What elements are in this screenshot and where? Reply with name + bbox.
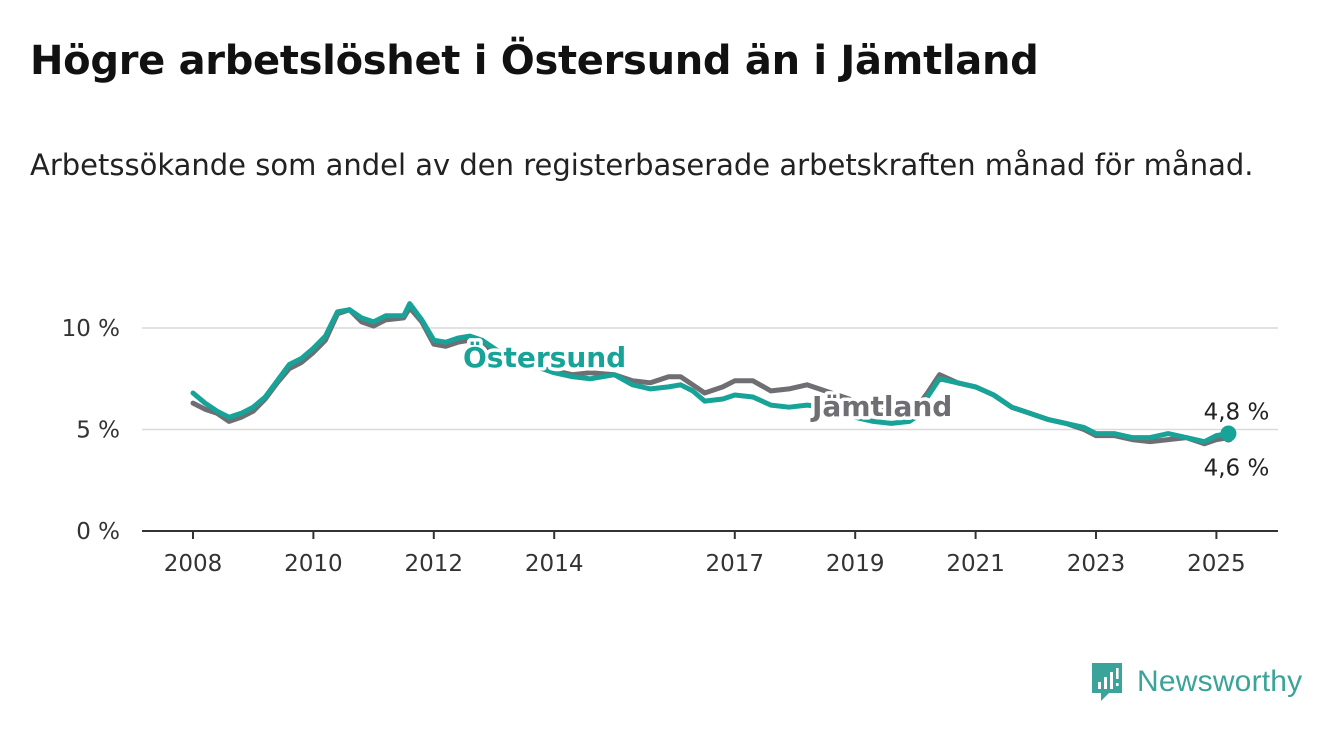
x-tick-label: 2019	[826, 551, 885, 577]
x-tick-label: 2010	[284, 551, 343, 577]
series-line-ostersund	[190, 301, 1231, 445]
chart-title: Högre arbetslöshet i Östersund än i Jämt…	[30, 38, 1039, 84]
y-axis-ticks: 0 % 5 % 10 %	[62, 316, 120, 545]
x-tick-label: 2023	[1067, 551, 1126, 577]
x-tick-label: 2014	[525, 551, 584, 577]
series-labels: 4,6 % 4,8 % Östersund Jämtland	[460, 337, 1270, 482]
series-label-jamtland: Jämtland	[810, 390, 952, 423]
gridlines	[142, 327, 1278, 532]
newsworthy-logo-icon	[1092, 663, 1122, 701]
y-tick-label: 5 %	[76, 418, 120, 444]
y-tick-label: 0 %	[76, 519, 120, 545]
series-endpoint-ostersund	[1220, 425, 1237, 442]
chart-subtitle: Arbetssökande som andel av den registerb…	[30, 148, 1254, 182]
x-tick-label: 2021	[946, 551, 1005, 577]
series-lines	[190, 301, 1237, 447]
x-tick-label: 2008	[164, 551, 223, 577]
series-label-ostersund: Östersund	[463, 340, 626, 374]
x-tick-label: 2025	[1187, 551, 1246, 577]
brand-name: Newsworthy	[1137, 665, 1303, 698]
end-value-label: 4,8 %	[1204, 400, 1270, 426]
x-tick-label: 2012	[405, 551, 464, 577]
x-axis-ticks: 2008 2010 2012 2014 2017 2019 2021 2023 2025	[164, 531, 1246, 577]
y-tick-label: 10 %	[62, 316, 120, 342]
x-tick-label: 2017	[706, 551, 765, 577]
newsworthy-brand: Newsworthy	[1089, 660, 1302, 704]
end-value-label: 4,6 %	[1204, 456, 1270, 482]
